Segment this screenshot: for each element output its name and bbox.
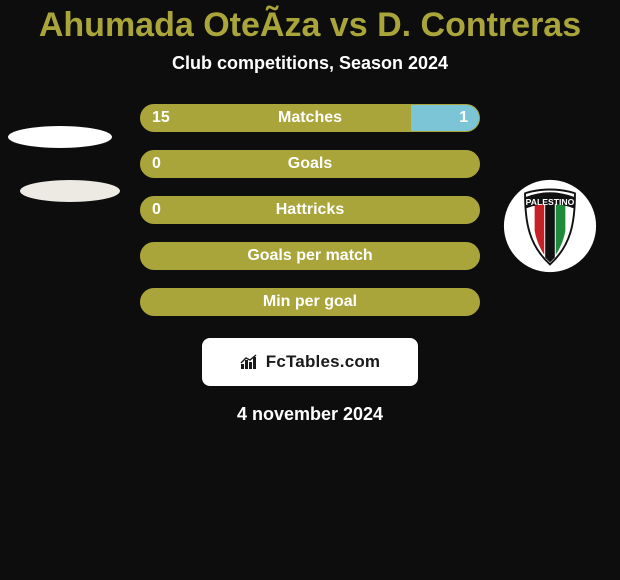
chart-icon: [240, 354, 260, 370]
stat-bar: [140, 288, 480, 316]
left-ellipse-2: [20, 180, 120, 202]
stat-bar: [140, 104, 480, 132]
subtitle: Club competitions, Season 2024: [0, 53, 620, 74]
bar-left-segment: [141, 289, 479, 315]
update-date: 4 november 2024: [0, 404, 620, 425]
bar-right-segment: [411, 105, 479, 131]
stat-row-goals: Goals0: [0, 150, 620, 178]
stat-bar: [140, 196, 480, 224]
bar-left-segment: [141, 105, 411, 131]
bar-left-segment: [141, 151, 479, 177]
stat-bar: [140, 242, 480, 270]
attribution-text: FcTables.com: [266, 352, 381, 372]
comparison-title: Ahumada OteÃ­za vs D. Contreras: [0, 0, 620, 45]
svg-text:PALESTINO: PALESTINO: [526, 197, 575, 207]
club-badge-palestino: PALESTINO: [502, 178, 598, 274]
stat-bar: [140, 150, 480, 178]
left-ellipse-1: [8, 126, 112, 148]
stat-row-min-per-goal: Min per goal: [0, 288, 620, 316]
attribution-box: FcTables.com: [202, 338, 418, 386]
bar-left-segment: [141, 197, 479, 223]
bar-left-segment: [141, 243, 479, 269]
